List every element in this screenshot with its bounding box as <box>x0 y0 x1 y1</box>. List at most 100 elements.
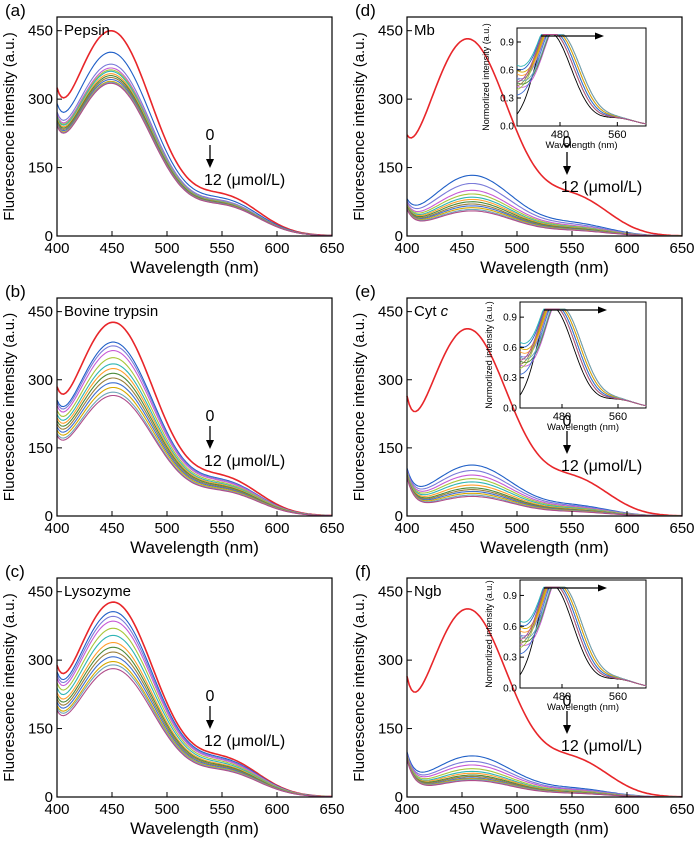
y-axis-label: Fluorescence intensity (a.u.) <box>1 32 18 220</box>
x-tick-label: 400 <box>394 520 419 537</box>
x-tick-label: 550 <box>559 520 584 537</box>
concentration-end: 12 (μmol/L) <box>561 458 642 475</box>
x-tick-label: 450 <box>99 801 124 818</box>
inset-y-tick-label: 0.9 <box>500 38 514 49</box>
x-tick-label: 600 <box>614 240 639 257</box>
series-line <box>56 651 332 798</box>
plot-frame <box>406 16 683 237</box>
y-tick-label: 300 <box>28 652 53 669</box>
inset-x-axis-label: Wavelength (nm) <box>547 702 619 713</box>
inset-series-line <box>519 308 647 407</box>
panel-b: 400 450 500 550 600 650 0 150 300 450 Wavelength (… <box>1 282 345 557</box>
series-line <box>56 350 333 517</box>
x-axis-label: Wavelength (nm) <box>130 258 259 277</box>
inset-y-tick-label: 0.6 <box>503 343 517 354</box>
series-line <box>406 477 682 517</box>
x-tick-label: 550 <box>209 240 234 257</box>
shift-arrow-head <box>598 306 607 314</box>
series-line <box>406 203 682 237</box>
y-tick-label: 300 <box>28 372 53 389</box>
y-tick-label: 450 <box>28 304 53 321</box>
concentration-start: 0 <box>206 127 215 144</box>
concentration-end: 12 (μmol/L) <box>204 453 285 470</box>
inset-x-tick-label: 560 <box>608 129 626 141</box>
x-tick-label: 600 <box>264 801 289 818</box>
x-tick-label: 500 <box>154 801 179 818</box>
inset-y-axis-label: Normorlized intensity (a.u.) <box>481 23 491 131</box>
panel-title: Lysozyme <box>64 583 131 600</box>
y-tick-label: 150 <box>378 160 403 177</box>
inset-series-line <box>516 34 647 125</box>
x-tick-label: 650 <box>319 801 344 818</box>
concentration-start: 0 <box>563 693 572 710</box>
x-tick-label: 550 <box>559 801 584 818</box>
plot-frame <box>406 297 683 517</box>
x-tick-label: 650 <box>319 520 344 537</box>
inset-series-line <box>519 308 647 407</box>
x-tick-label: 400 <box>44 520 69 537</box>
panel-letter: (b) <box>5 282 26 301</box>
x-tick-label: 450 <box>449 240 474 257</box>
x-tick-label: 450 <box>99 520 124 537</box>
concentration-arrow-head <box>563 445 571 454</box>
y-axis-label: Fluorescence intensity (a.u.) <box>1 593 18 781</box>
panel-a: 400 450 500 550 600 650 0 150 300 450 Wavelength (… <box>1 1 345 277</box>
inset-x-tick-label: 480 <box>553 411 571 423</box>
series-line <box>56 668 333 798</box>
x-tick-label: 550 <box>209 801 234 818</box>
inset-series-line <box>519 586 647 687</box>
inset-y-axis-label: Normorlized intensity (a.u.) <box>484 301 494 409</box>
x-tick-label: 450 <box>449 520 474 537</box>
x-tick-label: 600 <box>614 801 639 818</box>
x-tick-label: 400 <box>44 801 69 818</box>
concentration-end: 12 (μmol/L) <box>561 738 642 755</box>
x-tick-label: 500 <box>504 801 529 818</box>
y-tick-label: 0 <box>395 228 403 245</box>
y-axis-label: Fluorescence intensity (a.u.) <box>351 593 368 781</box>
inset-y-axis-label: Normorlized intensity (a.u.) <box>484 580 494 688</box>
y-tick-label: 0 <box>395 789 403 806</box>
y-tick-label: 450 <box>378 23 403 40</box>
series-line <box>56 341 333 517</box>
x-tick-label: 650 <box>669 240 694 257</box>
x-tick-label: 400 <box>44 240 69 257</box>
concentration-start: 0 <box>563 413 572 430</box>
series-line <box>56 615 332 798</box>
series-line <box>56 82 333 237</box>
x-axis-label: Wavelength (nm) <box>480 258 609 277</box>
y-tick-label: 150 <box>378 440 403 457</box>
title-text: Cyt <box>414 303 441 320</box>
inset-y-tick-label: 0.0 <box>503 684 517 695</box>
y-tick-label: 150 <box>378 721 403 738</box>
x-tick-label: 450 <box>99 240 124 257</box>
series-line <box>56 67 332 237</box>
inset-x-tick-label: 480 <box>553 691 571 703</box>
inset-y-tick-label: 0.3 <box>500 94 514 105</box>
concentration-end: 12 (μmol/L) <box>204 172 285 189</box>
x-tick-label: 600 <box>614 520 639 537</box>
inset-y-tick-label: 0.0 <box>500 122 514 133</box>
y-tick-label: 0 <box>45 789 53 806</box>
x-axis-label: Wavelength (nm) <box>130 819 259 838</box>
inset-x-tick-label: 560 <box>609 691 627 703</box>
panel-letter: (a) <box>5 1 26 20</box>
y-tick-label: 0 <box>395 508 403 525</box>
x-tick-label: 400 <box>394 801 419 818</box>
concentration-end: 12 (μmol/L) <box>204 733 285 750</box>
inset-x-axis-label: Wavelength (nm) <box>546 140 618 151</box>
series-line <box>56 75 333 237</box>
series-line <box>56 76 333 237</box>
inset-series-line <box>516 34 647 125</box>
series-line <box>56 80 333 237</box>
y-tick-label: 450 <box>378 304 403 321</box>
series-line <box>406 608 683 798</box>
concentration-arrow-head <box>206 440 214 449</box>
series-line <box>56 345 333 517</box>
y-tick-label: 150 <box>28 160 53 177</box>
x-tick-label: 650 <box>319 240 344 257</box>
plot-frame <box>56 577 333 798</box>
series-line <box>56 661 332 798</box>
concentration-arrow-head <box>206 159 214 168</box>
series-line <box>56 611 332 798</box>
